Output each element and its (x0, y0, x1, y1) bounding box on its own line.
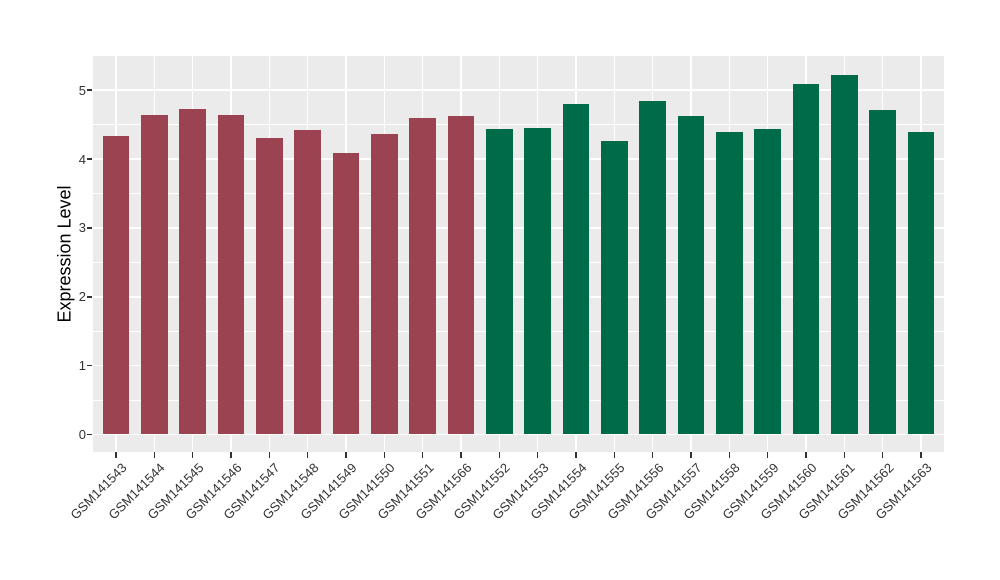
bar-GSM141555 (600, 140, 628, 435)
bar-GSM141554 (562, 104, 590, 435)
y-tick-label: 0 (78, 427, 86, 442)
bar-GSM141543 (102, 136, 130, 435)
bar-GSM141557 (677, 116, 705, 435)
x-tick-mark (383, 452, 386, 458)
major-gridline (93, 296, 944, 298)
bar-GSM141558 (715, 131, 743, 435)
x-tick-mark (153, 452, 156, 458)
bar-GSM141546 (217, 115, 245, 435)
bar-GSM141563 (907, 132, 935, 435)
minor-gridline (93, 330, 944, 332)
x-tick-mark (651, 452, 654, 458)
x-tick-mark (115, 452, 117, 458)
y-tick-mark (87, 158, 92, 160)
x-tick-mark (690, 452, 692, 458)
minor-gridline (93, 261, 944, 263)
x-tick-mark (191, 452, 194, 458)
x-tick-mark (920, 452, 922, 458)
minor-gridline (93, 124, 944, 126)
bar-GSM141551 (409, 118, 437, 435)
bar-GSM141566 (447, 115, 475, 435)
bar-GSM141561 (830, 75, 858, 435)
y-tick-mark (87, 89, 92, 92)
bar-GSM141552 (485, 128, 513, 435)
x-tick-mark (268, 452, 271, 458)
bar-GSM141562 (869, 110, 897, 435)
y-tick-mark (87, 296, 92, 298)
major-gridline (93, 364, 944, 367)
major-gridline (93, 158, 944, 160)
bar-GSM141547 (255, 138, 283, 435)
major-gridline (93, 89, 944, 92)
y-tick-label: 4 (78, 151, 86, 167)
bar-GSM141544 (140, 115, 168, 435)
y-tick-label: 1 (78, 358, 86, 374)
x-tick-mark (575, 452, 577, 458)
bar-GSM141548 (294, 130, 322, 435)
x-tick-mark (766, 452, 769, 458)
y-tick-mark (87, 364, 92, 367)
bar-GSM141556 (639, 100, 667, 435)
bar-GSM141560 (792, 84, 820, 435)
x-tick-mark (843, 452, 846, 458)
x-tick-mark (230, 452, 232, 458)
x-tick-mark (345, 452, 347, 458)
y-tick-mark (87, 227, 92, 229)
major-gridline (93, 227, 944, 229)
bar-GSM141545 (179, 108, 207, 435)
y-tick-label: 3 (78, 220, 86, 236)
x-tick-mark (306, 452, 309, 458)
x-tick-mark (805, 452, 807, 458)
x-tick-mark (460, 452, 462, 458)
minor-gridline (93, 193, 944, 195)
y-tick-label: 5 (78, 82, 86, 98)
x-tick-mark (728, 452, 731, 458)
x-tick-mark (881, 452, 884, 458)
x-tick-mark (536, 452, 539, 458)
plot-panel (93, 56, 944, 452)
minor-gridline (93, 399, 944, 401)
x-tick-mark (421, 452, 424, 458)
bar-GSM141550 (370, 133, 398, 435)
x-tick-mark (613, 452, 616, 458)
bar-GSM141553 (524, 128, 552, 435)
y-tick-mark (87, 433, 92, 436)
bar-GSM141559 (754, 128, 782, 435)
major-gridline (93, 433, 944, 436)
bar-GSM141549 (332, 152, 360, 435)
y-tick-label: 2 (78, 289, 86, 305)
x-tick-mark (498, 452, 501, 458)
